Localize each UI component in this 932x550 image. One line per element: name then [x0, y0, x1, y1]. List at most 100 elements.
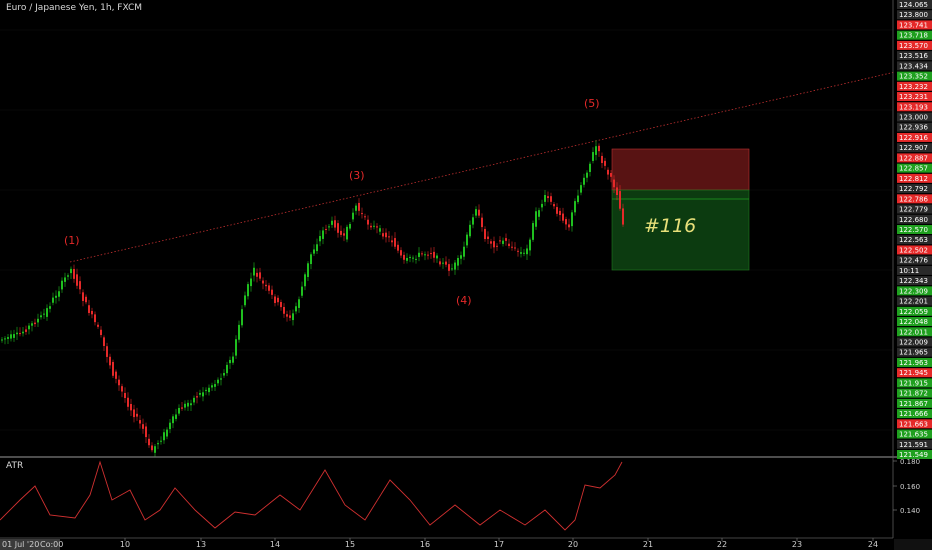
candle	[481, 213, 483, 232]
price-axis-label: 122.059	[897, 306, 932, 316]
price-axis-label: 123.434	[897, 61, 932, 70]
candle	[601, 152, 603, 169]
candle	[298, 296, 300, 313]
svg-text:10:11: 10:11	[899, 267, 919, 275]
price-axis-label: 121.666	[897, 409, 932, 419]
svg-text:122.907: 122.907	[899, 144, 928, 152]
price-axis-label: 121.965	[897, 347, 932, 357]
candle	[178, 404, 180, 416]
candle	[562, 207, 564, 224]
candle	[571, 209, 573, 232]
candle	[163, 428, 165, 444]
trend-line[interactable]	[69, 71, 896, 263]
trade-position-box[interactable]	[611, 148, 750, 271]
candle	[256, 268, 258, 283]
price-axis-label: 122.916	[897, 132, 932, 142]
price-axis-label: 122.563	[897, 235, 932, 245]
price-axis-label: 121.549	[897, 450, 932, 459]
candle	[457, 255, 459, 271]
candle	[307, 261, 309, 281]
candle	[169, 419, 171, 434]
price-axis-label: 123.231	[897, 92, 932, 102]
candle	[394, 232, 396, 250]
price-axis-label: 122.343	[897, 276, 932, 286]
svg-text:10: 10	[120, 540, 130, 549]
candle	[136, 407, 138, 421]
candle	[496, 243, 498, 251]
candle	[430, 247, 432, 259]
candle	[124, 387, 126, 403]
candle	[607, 167, 609, 180]
candle	[172, 414, 174, 429]
svg-text:122.570: 122.570	[899, 226, 928, 234]
svg-text:14: 14	[270, 540, 280, 549]
candle	[64, 272, 66, 287]
candle	[382, 228, 384, 240]
candle	[469, 220, 471, 239]
candle	[553, 201, 555, 210]
candle	[451, 263, 453, 272]
candle	[76, 268, 78, 289]
atr-indicator-label[interactable]: ATR	[6, 461, 24, 471]
candle	[340, 225, 342, 238]
candle	[589, 161, 591, 177]
time-axis[interactable]: 10 13 14 15 16 17 20 21 22 23 24	[120, 538, 878, 549]
price-axis-label: 123.000	[897, 112, 932, 122]
candle	[214, 379, 216, 391]
candle	[190, 399, 192, 411]
candle	[43, 308, 45, 319]
candle	[478, 204, 480, 218]
wave-label-5: (5)	[584, 97, 600, 110]
svg-text:121.945: 121.945	[899, 369, 928, 377]
candle	[151, 442, 153, 453]
svg-text:122.048: 122.048	[899, 318, 928, 326]
svg-text:121.663: 121.663	[899, 420, 928, 428]
candle	[238, 320, 240, 343]
candle	[121, 383, 123, 398]
svg-text:15: 15	[345, 540, 355, 549]
candle	[91, 307, 93, 319]
price-axis-label: 123.352	[897, 71, 932, 81]
candle	[46, 304, 48, 321]
candle	[361, 207, 363, 219]
candle	[325, 224, 327, 235]
candle	[154, 444, 156, 457]
price-axis-label: 123.570	[897, 40, 932, 50]
candle	[397, 241, 399, 254]
candle	[565, 216, 567, 230]
svg-text:122.011: 122.011	[899, 328, 928, 336]
candle	[205, 387, 207, 396]
candle	[262, 277, 264, 290]
svg-text:123.231: 123.231	[899, 93, 928, 101]
price-axis[interactable]: 124.065 123.800 123.741 123.718 123.570 123.5…	[897, 0, 932, 459]
candle	[520, 246, 522, 258]
price-axis-label: 121.635	[897, 429, 932, 439]
candle	[376, 223, 378, 234]
candle	[97, 322, 99, 329]
price-axis-label: 121.872	[897, 388, 932, 398]
candle	[517, 248, 519, 257]
candle	[538, 207, 540, 221]
price-axis-label: 122.476	[897, 255, 932, 265]
candle	[595, 140, 597, 161]
candle	[301, 281, 303, 299]
svg-text:122.857: 122.857	[899, 165, 928, 173]
svg-text:122.476: 122.476	[899, 257, 928, 265]
svg-text:121.872: 121.872	[899, 390, 928, 398]
svg-text:121.666: 121.666	[899, 410, 928, 418]
wave-label-4: (4)	[456, 294, 472, 307]
svg-text:16: 16	[420, 540, 430, 549]
candle	[346, 224, 348, 243]
candle	[22, 327, 24, 337]
atr-axis[interactable]: 0.180 0.160 0.140	[893, 458, 920, 515]
svg-text:123.741: 123.741	[899, 21, 928, 29]
candle	[367, 215, 369, 230]
price-axis-label: 123.232	[897, 81, 932, 91]
stop-loss-zone	[611, 148, 750, 191]
candle	[598, 143, 600, 157]
price-axis-label: 122.907	[897, 143, 932, 153]
candle	[604, 157, 606, 170]
candle	[622, 203, 624, 227]
candle	[364, 213, 366, 221]
